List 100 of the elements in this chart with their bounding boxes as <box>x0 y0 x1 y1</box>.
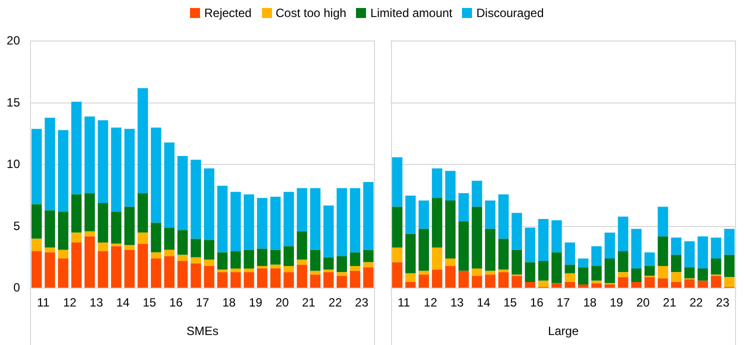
bar <box>658 236 668 266</box>
bar <box>230 268 241 272</box>
bar <box>244 272 254 288</box>
bar <box>44 252 56 288</box>
bar <box>270 196 281 250</box>
bar <box>472 180 482 207</box>
legend-label: Rejected <box>204 6 252 20</box>
bar <box>458 270 469 288</box>
bar <box>150 128 162 223</box>
bar <box>418 270 429 275</box>
bar <box>111 244 122 246</box>
x-tick-label: 18 <box>583 296 597 310</box>
bar <box>658 206 668 236</box>
x-axis-title: Large <box>548 324 579 338</box>
bar <box>498 194 509 239</box>
bar <box>671 282 682 288</box>
bar <box>618 216 628 252</box>
bar <box>644 266 655 276</box>
bar <box>124 244 135 250</box>
bar <box>618 272 628 278</box>
bar <box>363 262 374 268</box>
bar <box>524 228 536 262</box>
bar <box>432 247 442 270</box>
bar <box>164 228 174 250</box>
bar <box>336 256 347 272</box>
bar <box>538 261 549 281</box>
bar <box>257 268 268 288</box>
bar <box>564 264 576 274</box>
x-tick-label: 19 <box>610 296 624 310</box>
bar <box>418 200 429 229</box>
bar <box>485 200 496 229</box>
bar <box>284 272 294 288</box>
bar <box>111 212 122 244</box>
bar <box>217 270 228 272</box>
bar <box>578 267 588 284</box>
y-tick-label: 5 <box>13 218 20 233</box>
bar <box>336 188 347 256</box>
bar <box>445 266 456 288</box>
bar <box>296 231 308 260</box>
bar <box>284 266 294 272</box>
bar <box>631 228 642 268</box>
bar <box>512 212 522 250</box>
bar <box>538 280 549 287</box>
bar <box>244 268 254 272</box>
bar <box>445 170 456 201</box>
bar <box>684 241 695 268</box>
bar <box>217 272 228 288</box>
bar <box>618 251 628 272</box>
x-tick-label: 12 <box>63 296 77 310</box>
bar <box>310 274 320 288</box>
bar <box>418 274 429 288</box>
bar <box>257 248 268 266</box>
bar <box>244 194 254 250</box>
bar <box>512 250 522 275</box>
bar <box>618 277 628 288</box>
bar <box>138 244 148 288</box>
bar <box>724 228 735 255</box>
bar <box>551 252 562 284</box>
bar <box>98 202 108 243</box>
x-tick-label: 20 <box>636 296 650 310</box>
bar <box>58 130 68 212</box>
bar <box>350 266 360 271</box>
bar <box>405 196 416 234</box>
bar <box>190 264 202 288</box>
x-tick-label: 22 <box>328 296 342 310</box>
bar <box>644 277 655 288</box>
bar <box>350 188 360 252</box>
bar <box>604 258 615 284</box>
y-tick-label: 20 <box>6 34 20 48</box>
bar <box>392 206 402 248</box>
bar <box>284 246 294 266</box>
bar <box>177 156 188 230</box>
bar <box>310 250 320 271</box>
bar <box>164 250 174 256</box>
bar <box>524 262 536 282</box>
bar <box>257 266 268 268</box>
bar <box>591 280 602 284</box>
bar <box>44 247 56 252</box>
x-tick-label: 16 <box>530 296 544 310</box>
bar <box>84 231 95 236</box>
bar <box>124 250 135 288</box>
bar <box>671 272 682 282</box>
bar <box>284 192 294 246</box>
bar <box>350 270 360 288</box>
bar <box>363 250 374 262</box>
bar <box>31 204 42 239</box>
bar <box>498 270 509 272</box>
bar <box>658 278 668 288</box>
bar <box>350 252 360 266</box>
bar <box>71 194 82 233</box>
bar <box>631 282 642 288</box>
bar <box>591 246 602 266</box>
x-tick-label: 17 <box>556 296 570 310</box>
bar <box>164 142 174 228</box>
bar <box>124 206 135 245</box>
bar <box>270 268 281 288</box>
x-tick-label: 23 <box>355 296 369 310</box>
bar <box>58 212 68 250</box>
bar <box>363 182 374 250</box>
bar <box>177 261 188 288</box>
